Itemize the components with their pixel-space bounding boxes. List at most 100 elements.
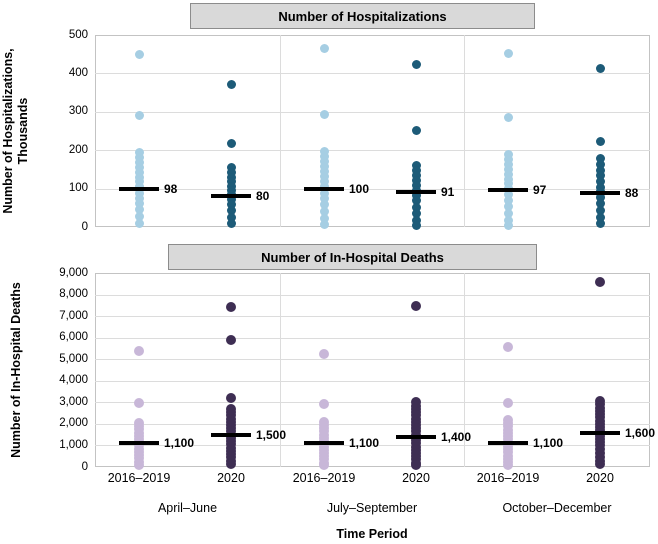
median-line bbox=[488, 187, 528, 192]
data-point bbox=[411, 181, 421, 191]
gridline bbox=[95, 337, 650, 339]
data-point bbox=[134, 167, 144, 177]
data-point bbox=[134, 157, 144, 167]
data-point bbox=[595, 219, 605, 229]
data-point bbox=[226, 212, 236, 222]
median-label: 1,500 bbox=[256, 427, 287, 442]
data-point bbox=[595, 154, 605, 164]
data-point bbox=[411, 171, 421, 181]
y-axis-title-hospitalizations: Number of Hospitalizations, Thousands bbox=[1, 35, 31, 227]
data-point bbox=[226, 80, 236, 90]
data-point bbox=[319, 162, 329, 172]
median-line bbox=[304, 441, 344, 446]
data-point bbox=[134, 147, 144, 157]
data-point bbox=[503, 208, 513, 218]
gridline bbox=[95, 359, 650, 361]
data-point bbox=[319, 399, 329, 410]
data-point bbox=[411, 460, 421, 471]
data-point bbox=[319, 214, 329, 224]
data-point bbox=[319, 172, 329, 182]
gridline bbox=[95, 380, 650, 382]
data-point bbox=[134, 199, 144, 209]
data-point bbox=[319, 167, 329, 177]
y-tick-label: 500 bbox=[68, 28, 88, 41]
data-point bbox=[134, 162, 144, 172]
data-point bbox=[134, 205, 144, 215]
data-point bbox=[226, 167, 236, 177]
median-line bbox=[580, 191, 620, 196]
data-point bbox=[319, 207, 329, 217]
gridline bbox=[95, 188, 650, 190]
median-label: 98 bbox=[164, 182, 178, 197]
data-point bbox=[503, 179, 513, 189]
data-point bbox=[319, 194, 329, 204]
median-line bbox=[396, 434, 436, 439]
data-point bbox=[595, 64, 605, 74]
median-line bbox=[119, 187, 159, 192]
cohort-label: 2020 bbox=[402, 471, 430, 485]
data-point bbox=[411, 161, 421, 171]
data-point bbox=[503, 215, 513, 225]
data-point bbox=[503, 220, 513, 230]
gridline bbox=[95, 402, 650, 404]
data-point bbox=[226, 206, 236, 216]
data-point bbox=[595, 182, 605, 192]
y-tick-label: 0 bbox=[81, 460, 88, 473]
y-axis-title-deaths: Number of In-Hospital Deaths bbox=[9, 282, 23, 458]
data-point bbox=[595, 206, 605, 216]
y-tick-label: 0 bbox=[81, 220, 88, 233]
data-point bbox=[503, 174, 513, 184]
median-line bbox=[119, 441, 159, 446]
data-point bbox=[595, 199, 605, 209]
y-tick-label: 400 bbox=[68, 66, 88, 79]
data-point bbox=[595, 159, 605, 169]
data-point bbox=[595, 177, 605, 187]
data-point bbox=[595, 213, 605, 223]
data-point bbox=[503, 169, 513, 179]
median-label: 100 bbox=[349, 181, 370, 196]
gridline bbox=[95, 423, 650, 425]
median-line bbox=[488, 441, 528, 446]
gridline bbox=[95, 316, 650, 318]
median-label: 1,400 bbox=[441, 429, 472, 444]
y-tick-label: 8,000 bbox=[59, 288, 88, 301]
data-point bbox=[503, 201, 513, 211]
data-point bbox=[319, 188, 329, 198]
data-point bbox=[595, 165, 605, 175]
data-point bbox=[503, 154, 513, 164]
median-line bbox=[580, 430, 620, 435]
median-label: 1,600 bbox=[625, 425, 656, 440]
data-point bbox=[411, 220, 421, 230]
data-point bbox=[411, 202, 421, 212]
data-point bbox=[319, 348, 329, 359]
data-point bbox=[411, 176, 421, 186]
data-point bbox=[503, 460, 513, 471]
cohort-label: 2020 bbox=[217, 471, 245, 485]
median-label: 1,100 bbox=[349, 436, 380, 451]
period-label: April–June bbox=[157, 501, 218, 515]
data-point bbox=[503, 164, 513, 174]
y-tick-label: 3,000 bbox=[59, 395, 88, 408]
data-point bbox=[319, 152, 329, 162]
data-point bbox=[134, 152, 144, 162]
data-point bbox=[503, 342, 513, 353]
y-tick-label: 300 bbox=[68, 105, 88, 118]
data-point bbox=[134, 345, 144, 356]
data-point bbox=[319, 200, 329, 210]
data-point bbox=[411, 215, 421, 225]
data-point bbox=[134, 398, 144, 409]
gridline bbox=[95, 150, 650, 152]
data-point bbox=[226, 458, 236, 469]
median-label: 1,100 bbox=[533, 436, 564, 451]
x-axis-title: Time Period bbox=[336, 527, 408, 541]
y-tick-label: 5,000 bbox=[59, 352, 88, 365]
section-divider bbox=[464, 35, 465, 227]
panel-title-in-hospital-deaths: Number of In-Hospital Deaths bbox=[168, 244, 537, 270]
data-point bbox=[411, 125, 421, 135]
data-point bbox=[503, 113, 513, 123]
data-point bbox=[503, 189, 513, 199]
data-point bbox=[595, 193, 605, 203]
panel-title-hospitalizations: Number of Hospitalizations bbox=[190, 3, 535, 29]
cohort-label: 2016–2019 bbox=[292, 471, 356, 485]
